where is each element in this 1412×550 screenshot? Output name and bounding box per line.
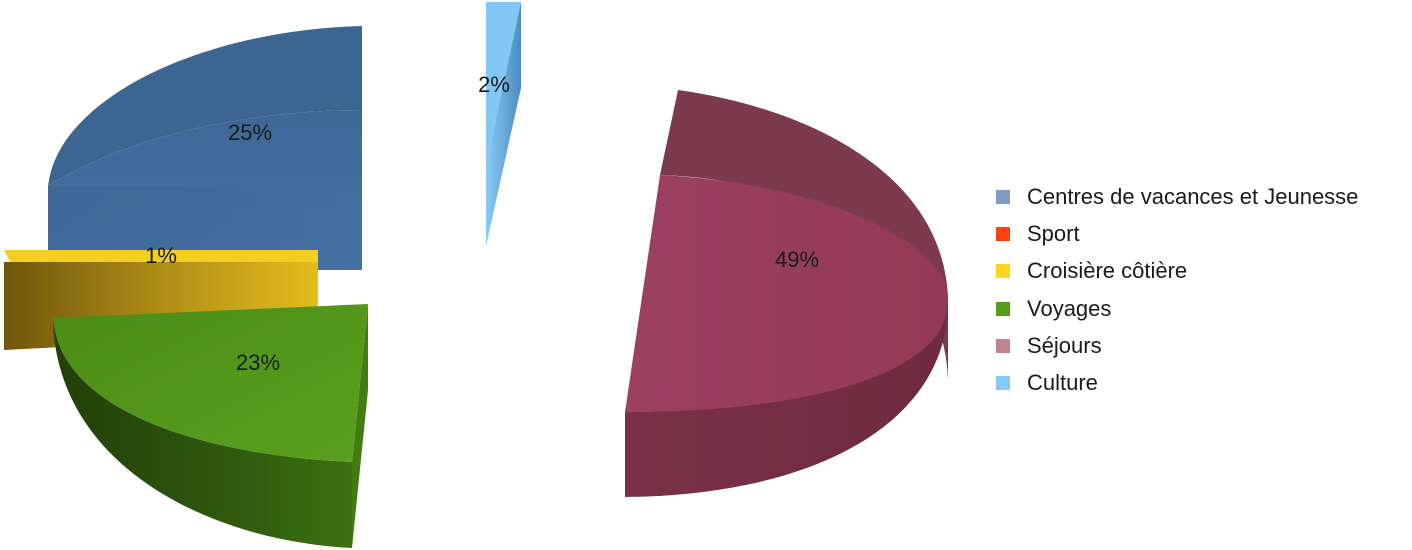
slice-culture-side xyxy=(486,2,521,246)
legend-swatch xyxy=(996,338,1010,353)
legend-swatch xyxy=(996,226,1010,241)
slice-sejours-back xyxy=(660,90,948,380)
slice-sejours xyxy=(625,90,949,497)
legend-item-croisiere: Croisière côtière xyxy=(996,253,1358,290)
data-label-centres: 25% xyxy=(228,120,272,145)
slice-voyages-top xyxy=(53,304,368,462)
slice-voyages xyxy=(53,304,368,548)
legend-swatch xyxy=(996,189,1010,204)
legend-label: Croisière côtière xyxy=(1027,258,1188,284)
slice-centres-de-vacances xyxy=(48,26,362,270)
data-label-croisiere: 1% xyxy=(145,243,177,268)
slice-centres-back xyxy=(48,26,362,188)
legend-label: Culture xyxy=(1027,370,1098,396)
slice-sejours-top xyxy=(625,175,949,412)
legend-label: Séjours xyxy=(1027,332,1102,358)
legend-item-sport: Sport xyxy=(996,215,1358,252)
legend-label: Sport xyxy=(1027,220,1080,246)
legend-swatch xyxy=(996,301,1010,316)
legend-swatch xyxy=(996,264,1010,279)
legend-item-sejours: Séjours xyxy=(996,327,1358,364)
legend-label: Voyages xyxy=(1027,295,1112,321)
data-label-voyages: 23% xyxy=(236,350,280,375)
data-label-culture: 2% xyxy=(478,72,510,97)
legend-item-voyages: Voyages xyxy=(996,290,1358,327)
slice-voyages-side xyxy=(53,318,352,548)
legend-item-centres: Centres de vacances et Jeunesse xyxy=(996,178,1358,215)
legend-label: Centres de vacances et Jeunesse xyxy=(1027,183,1359,209)
chart-legend: Centres de vacances et Jeunesse Sport Cr… xyxy=(996,178,1358,402)
legend-item-culture: Culture xyxy=(996,364,1358,401)
data-label-sejours: 49% xyxy=(775,247,819,272)
legend-swatch xyxy=(996,376,1010,391)
slice-culture xyxy=(486,2,521,246)
slice-voyages-edge xyxy=(352,304,368,548)
